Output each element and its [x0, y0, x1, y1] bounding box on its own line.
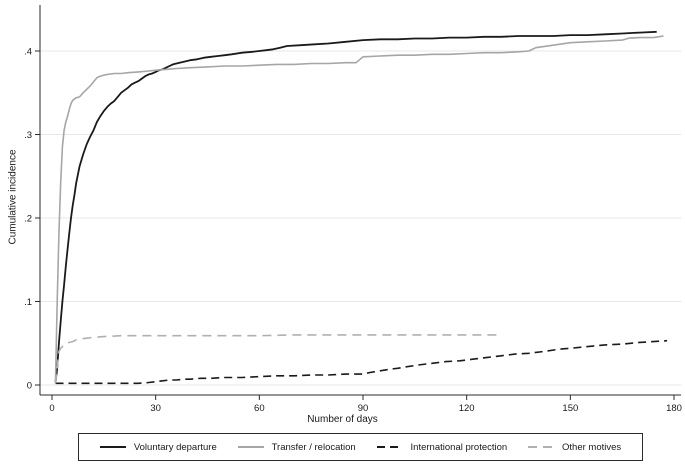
legend-swatch-other-motives	[528, 446, 555, 448]
legend-label-transfer-relocation: Transfer / relocation	[271, 441, 356, 453]
series-other-motives	[54, 334, 498, 384]
legend-label-other-motives: Other motives	[562, 441, 622, 453]
x-axis-title: Number of days	[307, 414, 378, 425]
series-voluntary-departure	[54, 30, 657, 383]
x-tick-label: 90	[358, 403, 369, 414]
y-tick-label: .1	[24, 297, 32, 308]
legend-swatch-voluntary-departure	[99, 446, 126, 448]
y-tick-label: .4	[24, 47, 32, 58]
x-tick-label: 0	[49, 403, 54, 414]
x-tick-label: 150	[562, 403, 578, 414]
legend-item-transfer-relocation: Transfer / relocation	[237, 441, 356, 453]
legend-swatch-transfer-relocation	[237, 446, 264, 448]
plot-area: 0 .1 .2 .3 .4 0 30 60 90 120 150 180	[24, 5, 682, 414]
legend-label-voluntary-departure: Voluntary departure	[133, 441, 217, 453]
legend-item-other-motives: Other motives	[528, 442, 621, 453]
x-tick-label: 120	[459, 403, 475, 414]
y-tick-label: 0	[27, 381, 32, 392]
y-tick-label: .3	[24, 130, 32, 141]
x-tick-label: 60	[254, 403, 265, 414]
legend-item-international-protection: International protection	[376, 441, 508, 453]
series-transfer-relocation	[54, 35, 664, 381]
y-axis-title: Cumulative incidence	[7, 149, 19, 245]
legend-swatch-international-protection	[376, 446, 403, 448]
x-tick-label: 180	[666, 403, 682, 414]
legend-item-voluntary-departure: Voluntary departure	[99, 441, 217, 453]
series-international-protection	[55, 339, 668, 385]
y-tick-label: .2	[24, 214, 32, 225]
legend-box: Voluntary departure Transfer / relocation…	[78, 433, 643, 461]
x-tick-label: 30	[150, 403, 161, 414]
legend-label-international-protection: International protection	[410, 441, 508, 453]
